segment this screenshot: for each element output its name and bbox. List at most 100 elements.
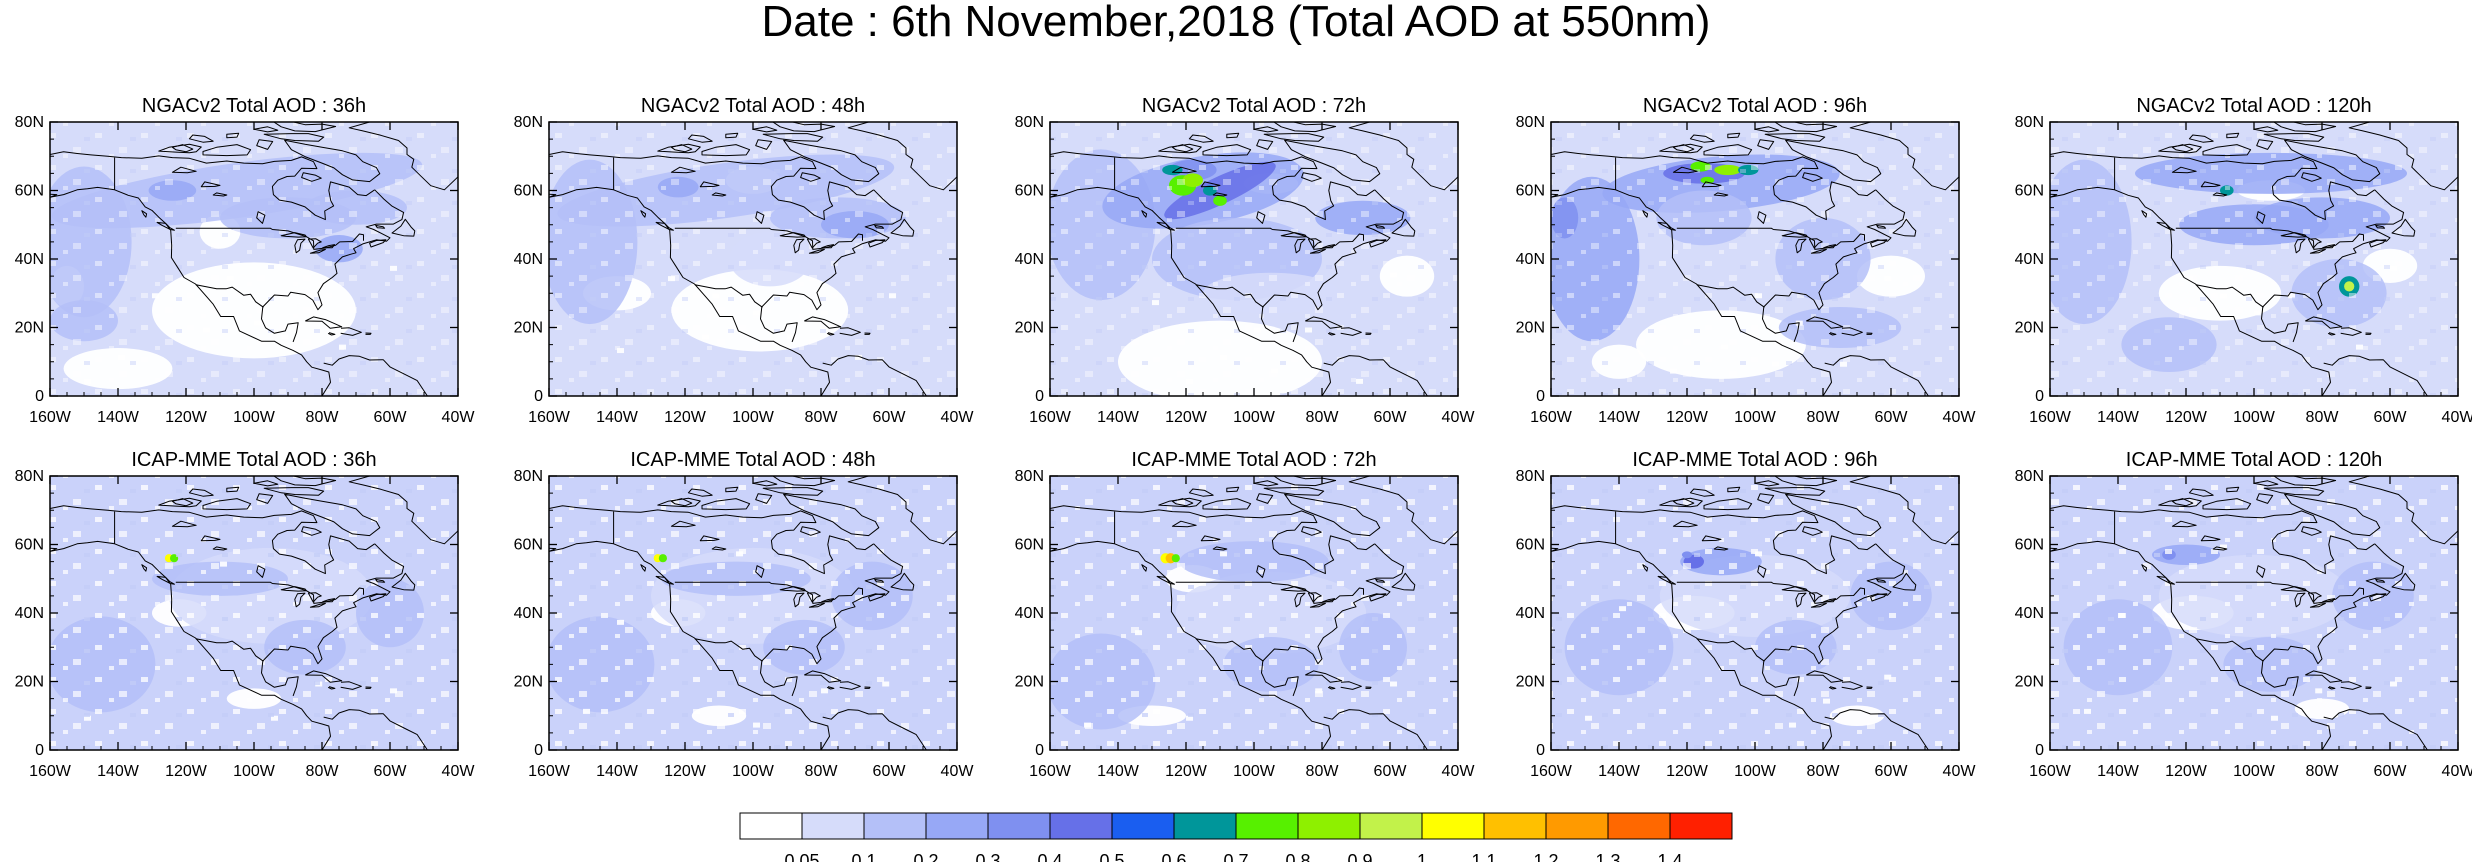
island-outline (2263, 133, 2325, 142)
colorbar-swatch (1607, 812, 1671, 840)
lon-tick-label: 160W (29, 409, 72, 426)
lake-outline (2322, 244, 2336, 249)
lon-tick-label: 120W (1165, 763, 1208, 780)
island-outline (1689, 488, 1715, 497)
lat-tick-label: 60N (1516, 537, 1545, 554)
lake-outline (1307, 592, 1322, 603)
island-outline (263, 487, 325, 496)
lat-tick-label: 20N (514, 320, 543, 337)
coastline (1050, 505, 1375, 575)
island-outline (1754, 126, 1780, 133)
island-outline (226, 486, 240, 493)
island-outline (2156, 575, 2175, 585)
island-outline (1348, 476, 1458, 545)
lat-tick-label: 80N (2015, 114, 2044, 131)
lon-tick-label: 100W (1734, 409, 1777, 426)
lake-outline (806, 238, 821, 249)
lake-outline (307, 238, 322, 249)
island-outline (2391, 572, 2416, 591)
island-outline (640, 210, 647, 218)
lake-outline (2280, 586, 2307, 592)
lon-tick-label: 80W (1306, 763, 1340, 780)
coastline (1195, 284, 1264, 308)
island-outline (1253, 126, 1279, 133)
island-outline (1657, 575, 1676, 585)
lake-outline (1672, 520, 1698, 528)
aod-field (50, 476, 458, 750)
island-outline (263, 133, 325, 142)
lake-outline (1322, 598, 1336, 603)
island-outline (1642, 210, 1649, 218)
island-outline (1727, 486, 1741, 493)
lon-tick-label: 160W (528, 763, 571, 780)
lake-outline (1294, 238, 1306, 254)
coastline (1806, 316, 1844, 329)
island-outline (1672, 498, 1695, 507)
coastline (1866, 332, 1873, 335)
colorbar-label: 1 (1417, 851, 1427, 862)
colorbar-swatch (739, 812, 803, 840)
island-outline (226, 132, 240, 139)
island-outline (640, 564, 647, 572)
island-outline (755, 493, 773, 504)
island-outline (1785, 493, 1882, 537)
coastline (1676, 581, 1865, 604)
aod-field (549, 122, 957, 396)
colorbar-swatch (1359, 812, 1423, 840)
island-outline (2141, 210, 2148, 218)
lon-tick-label: 120W (2165, 763, 2208, 780)
lon-tick-label: 60W (374, 409, 408, 426)
island-outline (1754, 480, 1780, 487)
lat-tick-label: 20N (1015, 320, 1044, 337)
island-outline (2156, 221, 2175, 231)
colorbar-label: 0.2 (913, 851, 938, 862)
lake-outline (699, 181, 720, 188)
lon-tick-label: 140W (1097, 763, 1140, 780)
lake-outline (1294, 592, 1306, 608)
colorbar-label: 0.5 (1099, 851, 1124, 862)
lake-outline (1200, 181, 1221, 188)
lake-outline (1808, 592, 1823, 603)
lake-outline (1256, 211, 1266, 224)
island-outline (701, 498, 751, 511)
island-outline (800, 526, 821, 536)
lon-tick-label: 160W (1029, 763, 1072, 780)
colorbar-label: 1.1 (1471, 851, 1496, 862)
lat-tick-label: 60N (1516, 183, 1545, 200)
coastline (195, 284, 264, 308)
coastline (2175, 581, 2364, 604)
island-outline (890, 218, 915, 237)
island-outline (171, 498, 194, 507)
island-outline (141, 564, 148, 572)
coastline (1762, 543, 1906, 697)
coastline (2327, 686, 2336, 690)
aod-field (2050, 122, 2458, 396)
lon-tick-label: 80W (306, 409, 340, 426)
island-outline (1391, 572, 1416, 591)
coastline (2050, 186, 2331, 396)
coastline (261, 543, 405, 697)
island-outline (1764, 133, 1826, 142)
island-outline (1171, 144, 1194, 153)
lon-tick-label: 40W (941, 763, 975, 780)
coastline (1365, 686, 1372, 689)
lake-outline (1309, 602, 1326, 608)
island-outline (2226, 486, 2240, 493)
island-outline (783, 493, 880, 537)
lake-outline (2307, 238, 2322, 249)
lake-outline (1200, 535, 1221, 542)
lake-outline (779, 232, 806, 238)
island-outline (1141, 210, 1148, 218)
island-outline (2301, 526, 2322, 536)
lon-tick-label: 40W (1943, 763, 1977, 780)
island-outline (1391, 218, 1416, 237)
lake-outline (2309, 248, 2326, 254)
lake-outline (280, 232, 307, 238)
island-outline (874, 578, 885, 583)
island-outline (1876, 224, 1887, 229)
lon-tick-label: 40W (1442, 763, 1476, 780)
coastline (1305, 316, 1343, 329)
panel-title: NGACv2 Total AOD : 36h (142, 95, 366, 117)
island-outline (369, 239, 387, 248)
lon-tick-label: 140W (97, 409, 140, 426)
